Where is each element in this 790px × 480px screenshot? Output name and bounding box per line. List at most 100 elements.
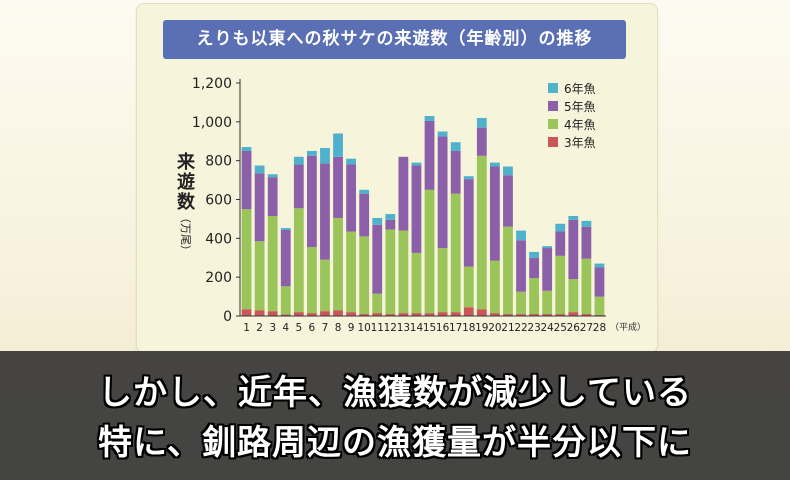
caption-line-2: 特に、釧路周辺の漁獲量が半分以下に (98, 423, 692, 463)
bar-3年魚-23 (529, 314, 540, 316)
bar-3年魚-3 (267, 311, 278, 316)
bar-4年魚-9 (346, 231, 357, 313)
bar-5年魚-16 (437, 136, 448, 249)
legend-swatch (548, 83, 558, 93)
bar-6年魚-21 (503, 166, 513, 176)
bar-5年魚-5 (293, 164, 304, 209)
bar-5年魚-2 (254, 173, 265, 242)
bar-3年魚-13 (398, 313, 409, 316)
x-tick-label: 18 (462, 322, 475, 334)
bar-4年魚-5 (293, 208, 304, 313)
bar-3年魚-24 (542, 314, 553, 316)
bar-3年魚-16 (437, 312, 448, 316)
bar-3年魚-26 (568, 312, 579, 316)
x-tick-label: 11 (371, 322, 384, 334)
x-tick-label: 22 (514, 322, 527, 334)
y-axis-label: 来遊数 (176, 152, 196, 213)
x-tick-label: 23 (527, 322, 540, 334)
bar-4年魚-22 (516, 291, 526, 315)
bar-5年魚-22 (516, 240, 526, 292)
bar-4年魚-3 (267, 216, 278, 312)
bar-3年魚-11 (372, 313, 383, 316)
bar-4年魚-24 (542, 290, 553, 315)
bar-6年魚-27 (581, 220, 592, 227)
x-tick-label: 6 (309, 322, 316, 334)
x-tick-label: 17 (449, 322, 462, 334)
x-tick-label: 25 (554, 322, 567, 334)
chart-card: えりも以東への秋サケの来遊数（年齢別）の推移 (136, 3, 658, 353)
bar-4年魚-14 (411, 252, 422, 314)
bar-6年魚-4 (280, 228, 291, 230)
bar-5年魚-13 (398, 156, 409, 231)
bar-5年魚-25 (555, 231, 566, 256)
x-tick-label: 8 (335, 322, 342, 334)
x-tick-label: 1 (243, 322, 250, 334)
x-tick-label: 3 (269, 322, 276, 334)
x-tick-label: 4 (282, 322, 289, 334)
bar-4年魚-16 (437, 248, 448, 313)
chart-title: えりも以東への秋サケの来遊数（年齢別）の推移 (163, 20, 626, 59)
bar-5年魚-23 (529, 257, 540, 279)
bar-5年魚-28 (594, 267, 605, 297)
bar-6年魚-3 (267, 174, 278, 178)
bar-5年魚-24 (542, 248, 553, 291)
bar-4年魚-15 (424, 189, 435, 314)
bar-3年魚-10 (359, 314, 370, 316)
x-tick-label: 16 (436, 322, 450, 334)
bar-6年魚-12 (385, 214, 396, 220)
bar-3年魚-6 (306, 313, 317, 316)
bar-6年魚-17 (450, 142, 461, 151)
bar-5年魚-10 (359, 193, 370, 237)
x-tick-label: 20 (488, 322, 501, 334)
bar-5年魚-3 (267, 177, 278, 217)
bar-3年魚-7 (320, 311, 330, 316)
bar-6年魚-6 (306, 150, 317, 156)
bar-4年魚-26 (568, 279, 579, 313)
bar-5年魚-19 (476, 127, 487, 156)
bar-5年魚-6 (306, 155, 317, 248)
legend-swatch (548, 101, 558, 111)
bar-3年魚-4 (280, 314, 291, 316)
bar-4年魚-20 (489, 260, 500, 314)
bar-5年魚-8 (333, 156, 343, 218)
bar-4年魚-17 (450, 193, 461, 313)
bar-3年魚-20 (489, 313, 500, 316)
bar-6年魚-7 (320, 148, 330, 164)
bar-3年魚-1 (241, 309, 252, 316)
legend-label: 4年魚 (564, 118, 596, 132)
x-tick-label: 15 (423, 322, 436, 334)
bar-4年魚-19 (476, 155, 487, 310)
x-tick-label: 26 (567, 322, 581, 334)
bar-5年魚-14 (411, 165, 422, 253)
bar-6年魚-26 (568, 216, 579, 220)
y-tick-label: 600 (205, 193, 232, 209)
bar-5年魚-1 (241, 150, 252, 210)
bar-3年魚-2 (254, 310, 265, 316)
bar-3年魚-18 (463, 307, 474, 316)
bar-3年魚-22 (516, 314, 526, 316)
x-tick-label: 9 (348, 322, 355, 334)
bar-5年魚-20 (489, 166, 500, 261)
y-tick-label: 1,200 (192, 76, 232, 92)
x-tick-label: 21 (501, 322, 514, 334)
bar-4年魚-11 (372, 293, 383, 314)
y-tick-label: 800 (205, 154, 232, 170)
x-tick-label: 24 (540, 322, 554, 334)
bar-6年魚-2 (254, 165, 265, 174)
bar-6年魚-16 (437, 131, 448, 137)
x-tick-label: 7 (322, 322, 329, 334)
bar-6年魚-23 (529, 251, 540, 258)
bar-5年魚-12 (385, 219, 396, 230)
legend-label: 3年魚 (564, 136, 596, 150)
x-tick-label: 5 (295, 322, 302, 334)
bar-6年魚-19 (476, 117, 487, 128)
bar-3年魚-21 (503, 314, 513, 316)
bar-4年魚-12 (385, 229, 396, 315)
bar-3年魚-12 (385, 314, 396, 316)
x-tick-label: 14 (410, 322, 424, 334)
legend-label: 5年魚 (564, 100, 596, 114)
x-tick-label: 12 (384, 322, 397, 334)
x-tick-label: 19 (475, 322, 488, 334)
legend-swatch (548, 137, 558, 147)
